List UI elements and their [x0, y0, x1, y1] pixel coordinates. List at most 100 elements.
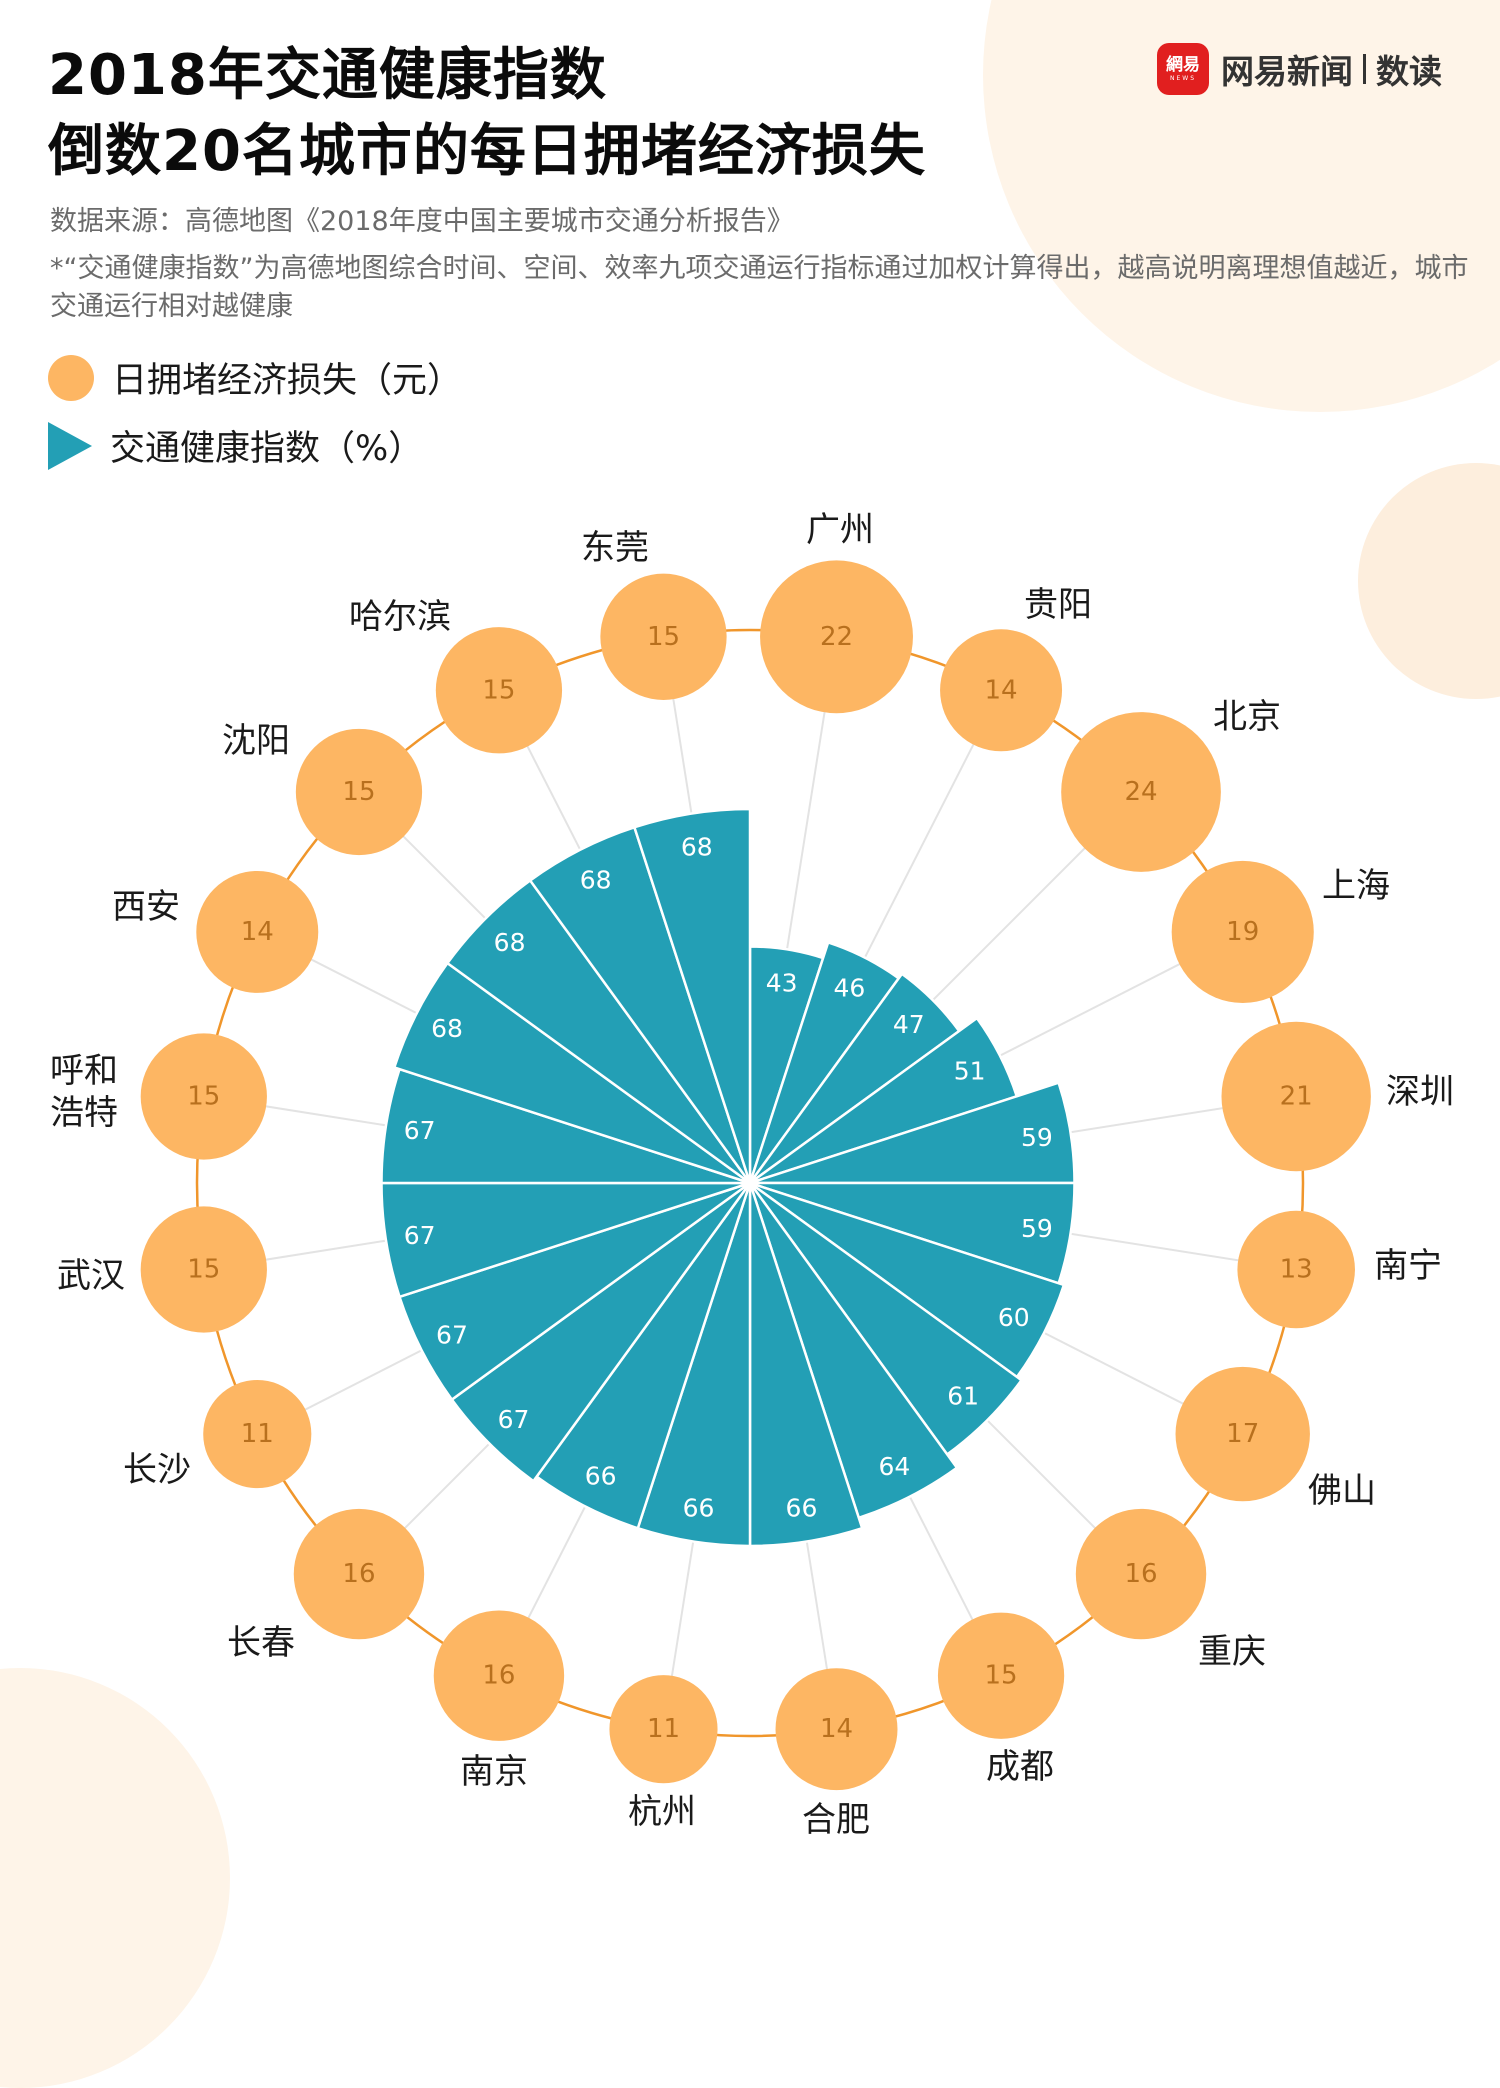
loss-bubble — [760, 560, 913, 714]
legend-label-index: 交通健康指数（%） — [110, 429, 424, 469]
city-label: 长沙 — [123, 1450, 191, 1490]
bar-value: 60 — [998, 1303, 1030, 1332]
loss-bubble — [609, 1675, 718, 1784]
data-source: 数据来源：高德地图《2018年度中国主要城市交通分析报告》 — [50, 206, 794, 237]
bubble-value: 15 — [482, 675, 515, 705]
bar-value: 68 — [431, 1014, 463, 1043]
loss-bubble — [775, 1668, 898, 1791]
loss-bubble — [937, 1612, 1065, 1739]
bubble-value: 16 — [342, 1559, 375, 1589]
loss-bubble — [1221, 1021, 1371, 1172]
city-label: 浩特 — [50, 1093, 118, 1133]
city-label: 北京 — [1213, 697, 1281, 737]
bar-value: 66 — [683, 1493, 715, 1522]
city-label: 贵阳 — [1024, 585, 1092, 625]
bubble-value: 21 — [1280, 1081, 1313, 1111]
bar-value: 64 — [878, 1452, 910, 1481]
ring-line — [195, 628, 1305, 1738]
bar-value: 59 — [1021, 1214, 1053, 1243]
loss-bubble — [140, 1033, 267, 1160]
bar-value: 59 — [1021, 1123, 1053, 1152]
city-label: 哈尔滨 — [349, 597, 451, 637]
loss-bubble — [1061, 712, 1221, 872]
city-label: 上海 — [1322, 866, 1390, 906]
bubble-value: 15 — [985, 1661, 1018, 1691]
city-label: 深圳 — [1386, 1072, 1454, 1112]
bar-value: 66 — [786, 1493, 818, 1522]
loss-bubble — [940, 629, 1063, 752]
bubble-value: 14 — [985, 675, 1018, 705]
teal-triangle-icon — [48, 421, 92, 470]
loss-bubble — [295, 728, 423, 856]
center-dot — [744, 1177, 756, 1189]
loss-bubble — [140, 1206, 267, 1333]
bubble-value: 16 — [1124, 1559, 1157, 1589]
bar-value: 47 — [893, 1010, 925, 1039]
bubble-value: 15 — [187, 1255, 220, 1285]
bar-value: 68 — [580, 866, 612, 895]
footnote: *“交通健康指数”为高德地图综合时间、空间、效率九项交通运行指标通过加权计算得出… — [50, 253, 1469, 322]
bubble-value: 22 — [820, 622, 853, 652]
bubble-value: 24 — [1124, 777, 1157, 807]
loss-bubble — [196, 870, 319, 993]
bubble-value: 11 — [647, 1714, 680, 1744]
legend-item-index: 交通健康指数（%） — [48, 420, 423, 471]
bar-value: 46 — [834, 973, 866, 1002]
bar-value: 67 — [498, 1405, 530, 1434]
loss-bubbles: 22 14 24 19 21 13 17 16 15 14 11 16 16 11 15 15 14 15 15 15 — [140, 560, 1371, 1791]
city-label: 武汉 — [57, 1256, 125, 1296]
radial-chart: 43 46 47 51 59 59 60 61 64 66 66 66 67 67 67 67 68 68 68 68… — [50, 510, 1454, 1840]
bubble-value: 15 — [187, 1081, 220, 1111]
bar-value: 43 — [766, 968, 798, 997]
bar-value: 68 — [494, 928, 526, 957]
bubble-value: 13 — [1280, 1255, 1313, 1285]
loss-bubble — [433, 1610, 565, 1741]
loss-bubble — [1175, 1366, 1310, 1502]
bubble-value: 17 — [1226, 1419, 1259, 1449]
city-label: 南宁 — [1374, 1246, 1442, 1286]
bubble-value: 14 — [241, 917, 274, 947]
loss-bubble — [293, 1508, 425, 1640]
health-index-bars: 43 46 47 51 59 59 60 61 64 66 66 66 67 67 67 67 68 68 68 68 — [380, 807, 1076, 1548]
loss-bubble — [1237, 1210, 1355, 1329]
bar-value: 68 — [681, 833, 713, 862]
city-label: 东莞 — [581, 528, 649, 568]
city-label: 西安 — [112, 887, 180, 927]
city-label: 成都 — [986, 1747, 1054, 1787]
logo-sub: 数读 — [1376, 52, 1442, 91]
orange-circle-icon — [48, 354, 94, 401]
bar-value: 67 — [436, 1320, 468, 1349]
bubble-value: 15 — [647, 622, 680, 652]
city-label: 长春 — [227, 1623, 295, 1663]
ring-circle — [195, 628, 1305, 1738]
loss-bubble — [203, 1379, 312, 1489]
title-line-2: 倒数20名城市的每日拥堵经济损失 — [48, 119, 926, 184]
bubble-value: 16 — [482, 1661, 515, 1691]
city-label: 合肥 — [802, 1800, 870, 1840]
city-label: 南京 — [460, 1752, 528, 1792]
city-label: 广州 — [806, 510, 874, 550]
loss-bubble — [1075, 1508, 1207, 1640]
bubble-value: 19 — [1226, 917, 1259, 947]
netease-news-logo: 網易 NEWS 网易新闻 数读 — [1157, 43, 1442, 95]
bubble-value: 15 — [342, 777, 375, 807]
legend-label-loss: 日拥堵经济损失（元） — [112, 361, 463, 401]
city-label: 呼和 — [50, 1051, 118, 1091]
title-line-1: 2018年交通健康指数 — [48, 43, 607, 108]
loss-bubble — [600, 573, 727, 700]
logo-name: 网易新闻 — [1221, 52, 1353, 91]
legend-item-loss: 日拥堵经济损失（元） — [48, 352, 462, 403]
bar-value: 67 — [404, 1221, 436, 1250]
bubble-value: 11 — [241, 1419, 274, 1449]
logo-divider — [1363, 54, 1366, 84]
health-index-bar — [633, 807, 752, 1185]
page-title: 2018年交通健康指数 倒数20名城市的每日拥堵经济损失 — [48, 38, 926, 190]
bar-value: 51 — [954, 1057, 986, 1086]
city-label: 杭州 — [628, 1792, 696, 1832]
bar-value: 67 — [404, 1116, 436, 1145]
loss-bubble — [435, 627, 563, 754]
loss-bubble — [1171, 860, 1314, 1003]
city-label: 重庆 — [1198, 1632, 1266, 1672]
city-label: 佛山 — [1308, 1471, 1376, 1511]
